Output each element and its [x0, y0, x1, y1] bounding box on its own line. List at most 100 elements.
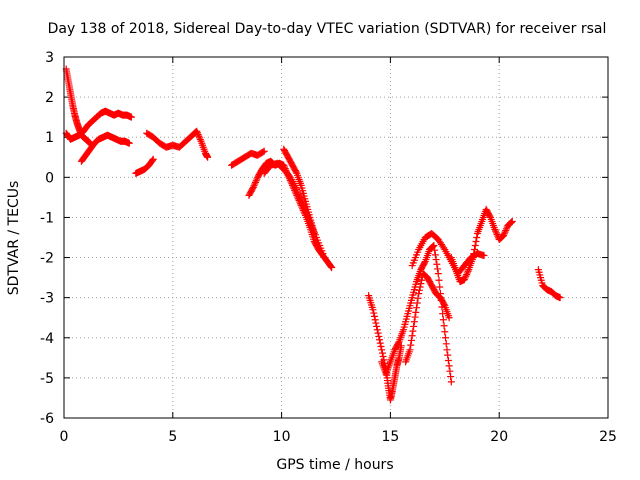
data-point	[417, 280, 425, 288]
series-arc-3	[77, 131, 133, 165]
data-point	[464, 267, 472, 275]
data-point	[411, 313, 419, 321]
data-point	[410, 318, 418, 326]
data-point	[259, 148, 267, 156]
data-point	[461, 274, 469, 282]
data-point	[502, 226, 510, 234]
data-point	[447, 373, 455, 381]
data-point	[470, 250, 478, 258]
data-point	[418, 276, 426, 284]
data-point	[429, 242, 437, 250]
data-point	[125, 139, 133, 147]
data-point	[501, 228, 509, 236]
data-point	[376, 336, 384, 344]
data-point	[260, 147, 268, 155]
data-point	[292, 168, 300, 176]
data-point	[377, 342, 385, 350]
data-point	[480, 252, 488, 260]
data-point	[472, 238, 480, 246]
ticks: 0 5 10 15 20 25 -6 -5 -4 -3 -2 -1 0 1 2 3	[40, 50, 617, 445]
data-point	[469, 254, 477, 262]
data-point	[327, 263, 335, 271]
data-point	[310, 229, 318, 237]
data-point	[328, 264, 336, 272]
data-point	[441, 328, 449, 336]
data-point	[412, 308, 420, 316]
data-point	[492, 229, 500, 237]
y-tick-label: -3	[40, 291, 54, 307]
data-point	[443, 346, 451, 354]
data-point	[251, 180, 259, 188]
data-point	[127, 113, 135, 121]
data-point	[486, 212, 494, 220]
data-point	[491, 225, 499, 233]
x-tick-label: 25	[599, 429, 617, 445]
data-point	[394, 339, 402, 347]
data-point	[431, 246, 439, 254]
data-point	[460, 276, 468, 284]
data-point	[373, 322, 381, 330]
y-tick-label: 1	[45, 130, 54, 146]
series-arc-4	[132, 155, 157, 177]
series-arc-6	[228, 147, 268, 169]
data-point	[196, 134, 204, 142]
data-point	[442, 340, 450, 348]
data-point	[493, 230, 501, 238]
data-point	[204, 153, 212, 161]
data-point	[463, 271, 471, 279]
data-point	[434, 270, 442, 278]
data-point	[436, 283, 444, 291]
x-tick-label: 20	[490, 429, 508, 445]
data-point	[410, 322, 418, 330]
series-arc-11	[378, 242, 455, 386]
y-axis-label: SDTVAR / TECUs	[6, 181, 22, 296]
data-point	[508, 218, 516, 226]
y-tick-label: -6	[40, 411, 54, 427]
data-point	[379, 352, 387, 360]
grid	[64, 57, 608, 418]
data-point	[432, 256, 440, 264]
data-point	[439, 316, 447, 324]
data-point	[416, 283, 424, 291]
data-point	[415, 286, 423, 294]
plot-frame	[63, 56, 609, 419]
data-point	[508, 217, 516, 225]
data-point	[434, 265, 442, 273]
data-point	[414, 294, 422, 302]
data-point	[500, 230, 508, 238]
y-tick-label: 2	[45, 90, 54, 106]
data-point	[433, 260, 441, 268]
data-point	[407, 341, 415, 349]
series-arc-10	[365, 292, 405, 404]
y-tick-label: -4	[40, 331, 54, 347]
data-point	[407, 336, 415, 344]
data-point	[431, 251, 439, 259]
data-point	[440, 300, 448, 308]
data-point	[471, 246, 479, 254]
data-point	[251, 178, 259, 186]
data-point	[406, 346, 414, 354]
data-point	[444, 351, 452, 359]
x-tick-label: 5	[168, 429, 177, 445]
data-point	[374, 329, 382, 337]
data-point	[370, 312, 378, 320]
data-point	[378, 349, 386, 357]
data-point	[500, 231, 508, 239]
data-point	[463, 269, 471, 277]
data-point	[194, 131, 202, 139]
data-point	[193, 127, 201, 135]
data-point	[420, 259, 428, 267]
data-point	[440, 244, 448, 252]
data-point	[370, 309, 378, 317]
data-point	[471, 242, 479, 250]
data-point	[252, 177, 260, 185]
data-point	[249, 183, 257, 191]
x-tick-label: 10	[273, 429, 291, 445]
x-axis-label: GPS time / hours	[276, 457, 393, 473]
series-arc-15	[534, 266, 564, 302]
data-point	[435, 276, 443, 284]
data-point	[502, 225, 510, 233]
x-tick-label: 15	[381, 429, 399, 445]
series-arc-5	[143, 127, 212, 161]
